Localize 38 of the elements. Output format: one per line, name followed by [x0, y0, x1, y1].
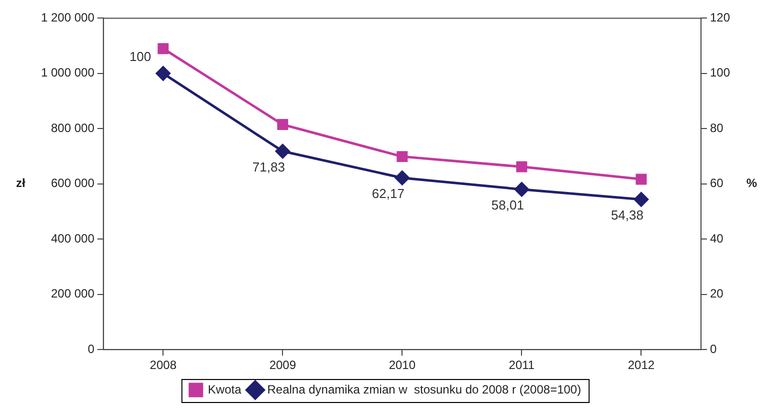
data-label: 100	[129, 49, 152, 64]
x-tick-label: 2008	[150, 358, 177, 372]
y2-tick-label: 20	[710, 286, 724, 301]
legend-label: Kwota	[208, 382, 242, 396]
point	[396, 151, 408, 162]
point	[275, 144, 290, 158]
y-tick-label: 400 000	[50, 231, 95, 246]
y2-tick-label: 40	[710, 231, 724, 246]
point	[636, 174, 647, 185]
y2-tick-label: 100	[710, 66, 730, 80]
y-tick-label: 800 000	[50, 120, 95, 135]
x-tick-label: 2009	[269, 358, 296, 372]
x-tick-label: 2010	[388, 358, 416, 372]
y2-tick-label: 60	[710, 176, 724, 190]
point	[156, 66, 170, 81]
y2-axis-title: %	[746, 176, 758, 190]
point	[634, 192, 648, 207]
data-label: 58,01	[491, 197, 524, 212]
point	[394, 170, 410, 186]
data-label: 62,17	[372, 186, 404, 201]
y-tick-label: 600 000	[50, 176, 95, 190]
y-tick-label: 0	[88, 342, 95, 356]
y2-tick-label: 0	[710, 342, 717, 356]
y2-tick-label: 120	[710, 10, 730, 25]
y-tick-label: 200 000	[50, 286, 95, 301]
point	[516, 161, 528, 172]
y-tick-label: 1 000 000	[40, 66, 95, 80]
data-label: 54,38	[610, 208, 644, 222]
y2-tick-label: 80	[710, 120, 724, 135]
data-label: 71,83	[252, 159, 285, 174]
x-tick-label: 2012	[628, 358, 655, 372]
point	[277, 119, 288, 130]
y-axis-title: zł	[16, 176, 26, 190]
y-tick-label: 1 200 000	[40, 10, 95, 25]
legend-label: Realna dynamika zmian w stosunku do 2008 r (2008=100)	[267, 382, 582, 396]
point	[158, 43, 169, 54]
point	[514, 182, 529, 197]
x-tick-label: 2011	[508, 358, 535, 372]
